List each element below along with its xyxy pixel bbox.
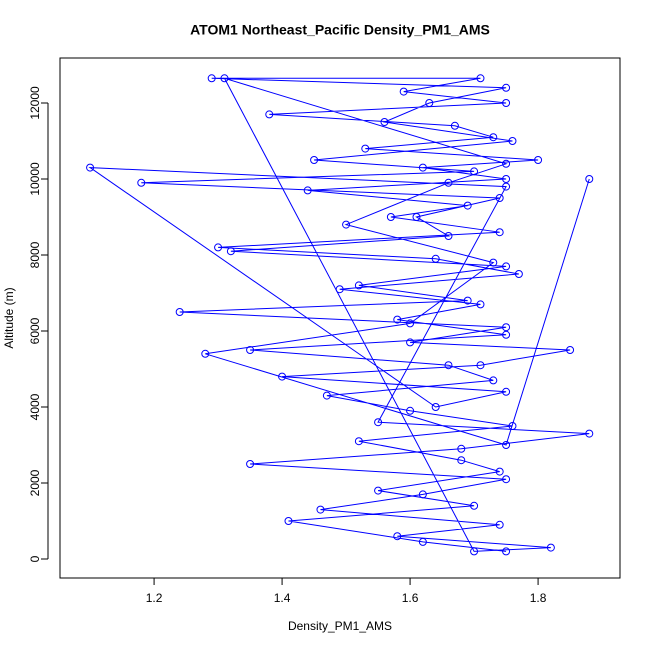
data-point <box>220 74 229 83</box>
data-point <box>566 345 575 354</box>
data-point <box>226 247 235 256</box>
data-point <box>303 186 312 195</box>
data-point <box>450 121 459 130</box>
data-point <box>431 402 440 411</box>
data-point <box>489 258 498 267</box>
data-point <box>380 117 389 126</box>
data-point <box>246 459 255 468</box>
x-tick-label: 1.2 <box>146 591 163 605</box>
y-tick-label: 4000 <box>28 393 42 420</box>
x-tick-label: 1.8 <box>530 591 547 605</box>
data-point <box>489 376 498 385</box>
data-point <box>585 174 594 183</box>
data-point <box>470 167 479 176</box>
data-point <box>476 300 485 309</box>
y-tick-label: 8000 <box>28 241 42 268</box>
data-point <box>495 520 504 529</box>
data-point <box>175 307 184 316</box>
data-point <box>476 361 485 370</box>
data-point <box>354 437 363 446</box>
data-point <box>457 444 466 453</box>
data-point <box>457 456 466 465</box>
data-point <box>508 136 517 145</box>
data-line <box>88 77 590 552</box>
y-tick-label: 6000 <box>28 317 42 344</box>
data-point <box>418 163 427 172</box>
data-point <box>502 323 511 332</box>
data-point <box>399 87 408 96</box>
data-point <box>508 421 517 430</box>
data-point <box>386 212 395 221</box>
data-point <box>393 315 402 324</box>
data-point <box>444 361 453 370</box>
data-point <box>502 159 511 168</box>
data-point <box>418 537 427 546</box>
x-tick-label: 1.4 <box>274 591 291 605</box>
data-point <box>463 296 472 305</box>
data-point <box>316 505 325 514</box>
data-point <box>502 262 511 271</box>
data-point <box>374 418 383 427</box>
data-point <box>278 372 287 381</box>
data-point <box>502 387 511 396</box>
data-point <box>137 178 146 187</box>
y-tick-label: 12000 <box>28 86 42 120</box>
data-point <box>310 155 319 164</box>
data-point <box>418 490 427 499</box>
data-point <box>406 319 415 328</box>
x-axis-label: Density_PM1_AMS <box>288 619 392 633</box>
data-point <box>444 231 453 240</box>
data-point <box>412 212 421 221</box>
data-point <box>502 547 511 556</box>
data-point <box>502 174 511 183</box>
data-point <box>374 486 383 495</box>
data-point <box>342 220 351 229</box>
y-tick-label: 0 <box>28 555 42 562</box>
data-point <box>495 228 504 237</box>
data-point <box>502 182 511 191</box>
data-point <box>470 547 479 556</box>
data-point <box>502 475 511 484</box>
data-point <box>514 269 523 278</box>
data-point <box>502 98 511 107</box>
data-point <box>502 440 511 449</box>
data-point <box>354 281 363 290</box>
data-point <box>246 345 255 354</box>
data-point <box>502 83 511 92</box>
data-point <box>546 543 555 552</box>
data-point <box>585 429 594 438</box>
y-axis-label: Altitude (m) <box>2 287 16 348</box>
data-point <box>207 74 216 83</box>
data-point <box>431 254 440 263</box>
data-point <box>425 98 434 107</box>
data-point <box>444 178 453 187</box>
data-point <box>476 74 485 83</box>
chart-title: ATOM1 Northeast_Pacific Density_PM1_AMS <box>190 22 490 38</box>
data-point <box>361 144 370 153</box>
data-point <box>470 501 479 510</box>
data-point <box>393 532 402 541</box>
data-point <box>495 467 504 476</box>
data-point <box>86 163 95 172</box>
x-tick-label: 1.6 <box>402 591 419 605</box>
y-tick-label: 10000 <box>28 162 42 196</box>
data-point <box>214 243 223 252</box>
data-point <box>335 285 344 294</box>
y-tick-label: 2000 <box>28 469 42 496</box>
data-point <box>201 349 210 358</box>
data-point <box>489 133 498 142</box>
data-point <box>322 391 331 400</box>
data-point <box>495 193 504 202</box>
data-point <box>502 330 511 339</box>
data-point <box>534 155 543 164</box>
data-point <box>406 338 415 347</box>
plot-box <box>59 57 621 579</box>
data-point <box>265 110 274 119</box>
data-point <box>406 406 415 415</box>
data-point <box>463 201 472 210</box>
data-point <box>284 516 293 525</box>
